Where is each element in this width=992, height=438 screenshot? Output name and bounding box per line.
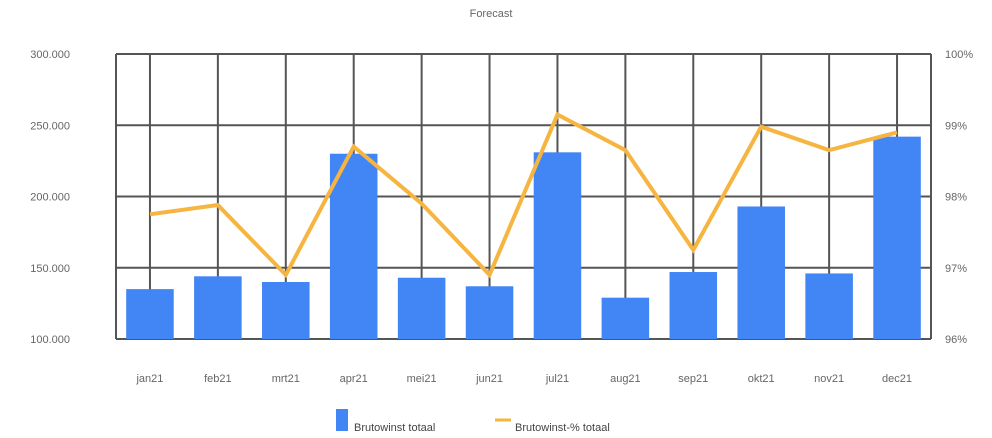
y-left-tick-label: 100.000 [30,334,70,346]
bar [533,152,582,339]
legend: Brutowinst totaal Brutowinst-% totaal [336,409,610,434]
x-tick-label: apr21 [340,373,368,385]
x-tick-label: mrt21 [272,373,300,385]
bar [805,273,853,339]
legend-line-label: Brutowinst-% totaal [515,422,610,434]
x-tick-label: aug21 [610,373,641,385]
bar [465,286,514,339]
x-tick-label: jan21 [135,373,163,385]
y-right-tick-label: 100% [945,49,973,61]
x-tick-label: jul21 [545,373,569,385]
bar [601,297,650,339]
y-left-tick-label: 150.000 [30,263,70,275]
bars [126,136,921,339]
bar [737,206,785,339]
x-tick-label: okt21 [748,373,775,385]
y-right-tick-label: 98% [945,192,967,204]
line-series [149,111,898,279]
line-path [149,111,898,279]
bar [873,136,921,339]
x-tick-label: nov21 [814,373,844,385]
legend-bar-swatch [336,409,348,431]
x-tick-label: sep21 [678,373,708,385]
bar [262,282,310,339]
bar [397,277,446,339]
y-left-tick-label: 200.000 [30,192,70,204]
y-left-tick-label: 300.000 [30,49,70,61]
bar [126,289,174,339]
x-tick-label: mei21 [407,373,437,385]
x-tick-label: dec21 [882,373,912,385]
bar [329,153,378,339]
legend-bar-label: Brutowinst totaal [354,422,435,434]
x-axis: jan21 feb21 mrt21 apr21 mei21 jun21 jul21 aug21… [135,373,912,385]
chart-title: Forecast [470,8,513,20]
y-axis-left: 100.000 150.000 200.000 250.000 300.000 [30,49,70,346]
y-right-tick-label: 96% [945,334,967,346]
bar [194,276,242,339]
y-left-tick-label: 250.000 [30,120,70,132]
bar [669,272,718,339]
y-right-tick-label: 99% [945,120,967,132]
y-right-tick-label: 97% [945,263,967,275]
x-tick-label: feb21 [204,373,232,385]
x-tick-label: jun21 [475,373,503,385]
y-axis-right: 96% 97% 98% 99% 100% [945,49,973,346]
